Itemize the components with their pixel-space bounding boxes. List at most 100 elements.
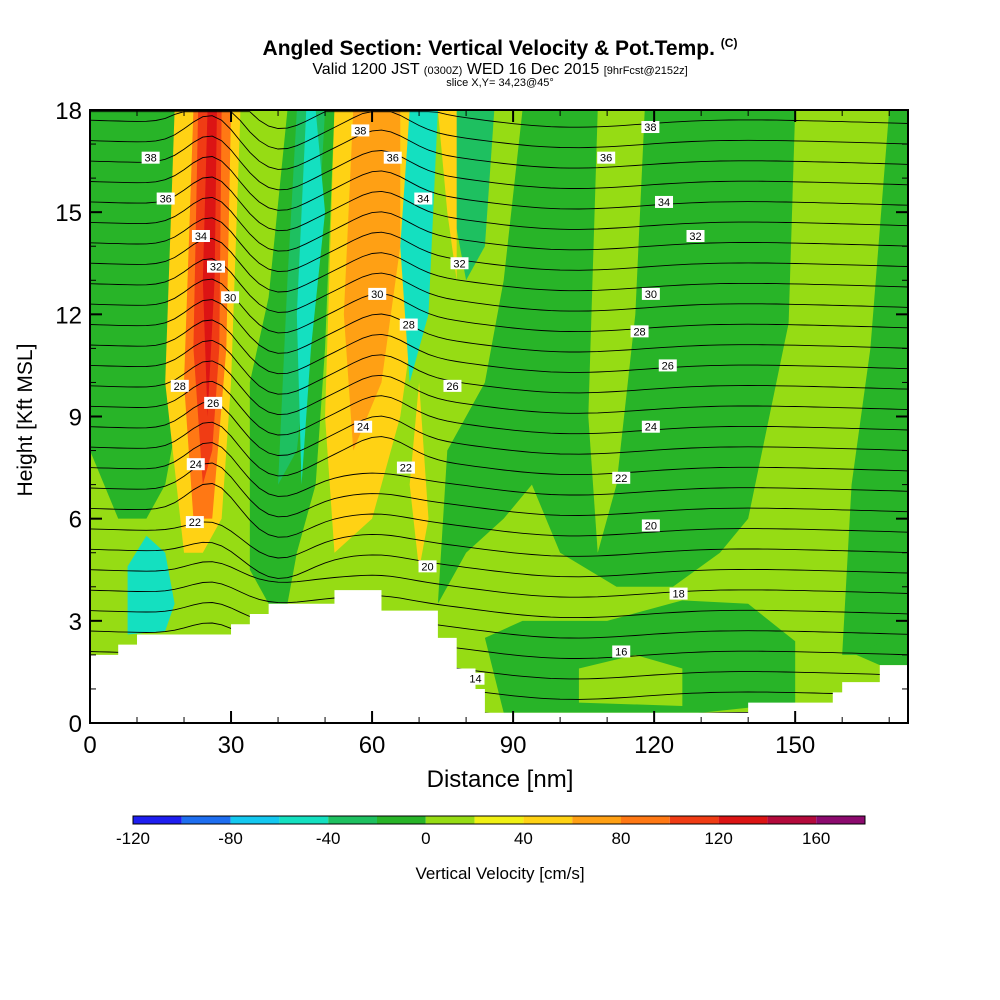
theta-contour-line	[89, 299, 909, 354]
theta-label: 38	[141, 151, 160, 165]
theta-label: 34	[414, 192, 433, 206]
band-updraft-small	[409, 382, 429, 570]
theta-label-text: 36	[160, 194, 172, 206]
theta-label-text: 36	[387, 153, 399, 165]
colorbar-swatch	[425, 816, 475, 824]
theta-label: 38	[641, 121, 660, 134]
theta-contour-line	[89, 115, 909, 170]
theta-label: 32	[686, 230, 705, 243]
colorbar-swatch	[474, 816, 524, 824]
x-tick-label: 90	[500, 732, 527, 759]
theta-label-text: 20	[645, 520, 657, 532]
colorbar-frame	[132, 815, 866, 825]
theta-contour-line	[89, 176, 909, 232]
theta-label-text: 36	[600, 153, 612, 165]
colorbar-swatch	[328, 816, 377, 824]
theta-contour-line	[89, 581, 909, 619]
band-neg-surface	[856, 637, 908, 666]
theta-label: 26	[658, 359, 677, 372]
colorbar-swatch	[669, 816, 719, 824]
colorbar: -120 -80 -40 0 40 80 120 160	[116, 815, 866, 848]
terrain	[90, 590, 908, 723]
theta-label: 24	[354, 420, 373, 434]
theta-label-text: 22	[615, 473, 627, 485]
band-pos-low	[578, 654, 683, 706]
theta-label: 28	[399, 318, 418, 332]
y-tick-label: 3	[69, 609, 82, 636]
theta-contour-line	[89, 135, 909, 191]
theta-label-text: 30	[371, 289, 383, 301]
slice-info: slice X,Y= 34,23@45°	[446, 77, 554, 89]
theta-contour-line	[89, 380, 909, 436]
theta-contour-line	[89, 622, 909, 659]
colorbar-swatch	[181, 816, 231, 824]
velocity-fill	[90, 110, 908, 723]
theta-label-text: 38	[145, 153, 157, 165]
theta-label: 28	[170, 379, 189, 393]
theta-label-text: 24	[190, 459, 202, 471]
colorbar-tick-label: 120	[704, 829, 732, 848]
theta-contour-line	[89, 258, 909, 313]
theta-label-text: 34	[658, 197, 670, 209]
theta-label: 32	[206, 260, 225, 274]
chart-title: Angled Section: Vertical Velocity & Pot.…	[262, 36, 738, 60]
theta-label: 18	[669, 587, 688, 601]
x-axis-label: Distance [nm]	[426, 766, 574, 793]
theta-label-text: 26	[446, 381, 458, 393]
theta-label-text: 24	[357, 422, 369, 434]
theta-label: 20	[418, 560, 437, 573]
theta-label: 28	[630, 325, 649, 338]
theta-label: 26	[204, 396, 223, 410]
band-core-west-inner	[146, 552, 166, 621]
y-tick-label: 18	[55, 98, 82, 125]
theta-contour-line	[89, 319, 909, 375]
x-tick-label: 60	[359, 732, 386, 759]
y-tick-label: 6	[69, 507, 82, 534]
band-pos-mid	[588, 110, 645, 553]
theta-label-text: 34	[417, 194, 429, 206]
y-tick-label: 9	[69, 405, 82, 432]
theta-label-text: 28	[403, 320, 415, 332]
theta-contour-line	[89, 442, 909, 497]
band-neg-east	[437, 110, 843, 604]
y-axis-label: Height [Kft MSL]	[14, 343, 37, 497]
band-neg-mid2	[644, 110, 702, 553]
theta-contour-line	[89, 360, 909, 416]
theta-label: 36	[156, 192, 175, 206]
theta-label: 26	[443, 379, 462, 393]
theta-label: 34	[191, 230, 210, 243]
theta-label-text: 14	[469, 674, 481, 686]
band-neg-east-core	[447, 110, 495, 281]
x-tick-label: 150	[775, 732, 815, 759]
theta-label: 38	[351, 124, 370, 137]
theta-label-text: 32	[453, 258, 465, 270]
theta-label-text: 22	[189, 517, 201, 529]
theta-contour-line	[89, 521, 909, 559]
colorbar-swatch	[572, 816, 621, 824]
theta-contour-line	[89, 217, 909, 273]
theta-label: 30	[368, 287, 387, 301]
theta-label-text: 28	[633, 326, 645, 338]
x-tick-label: 0	[83, 732, 96, 759]
theta-contour-line	[89, 561, 909, 598]
x-tick-label: 120	[634, 732, 674, 759]
theta-label: 22	[396, 461, 415, 475]
theta-label: 24	[186, 458, 205, 471]
theta-label-text: 30	[645, 289, 657, 301]
colorbar-swatch	[133, 816, 182, 824]
band-pos-east	[785, 110, 890, 553]
colorbar-tick-label: 80	[612, 829, 631, 848]
theta-label-text: 20	[421, 561, 433, 573]
theta-label: 24	[641, 420, 660, 434]
theta-label-text: 26	[207, 398, 219, 410]
theta-label-text: 30	[224, 292, 236, 304]
theta-label: 30	[221, 291, 240, 304]
theta-label: 32	[450, 257, 469, 270]
theta-label-text: 22	[400, 463, 412, 475]
theta-label: 16	[612, 645, 631, 658]
theta-contour-line	[89, 196, 909, 252]
theta-label-text: 32	[689, 231, 701, 243]
colorbar-swatch	[767, 816, 817, 824]
theta-label-text: 38	[354, 125, 366, 137]
